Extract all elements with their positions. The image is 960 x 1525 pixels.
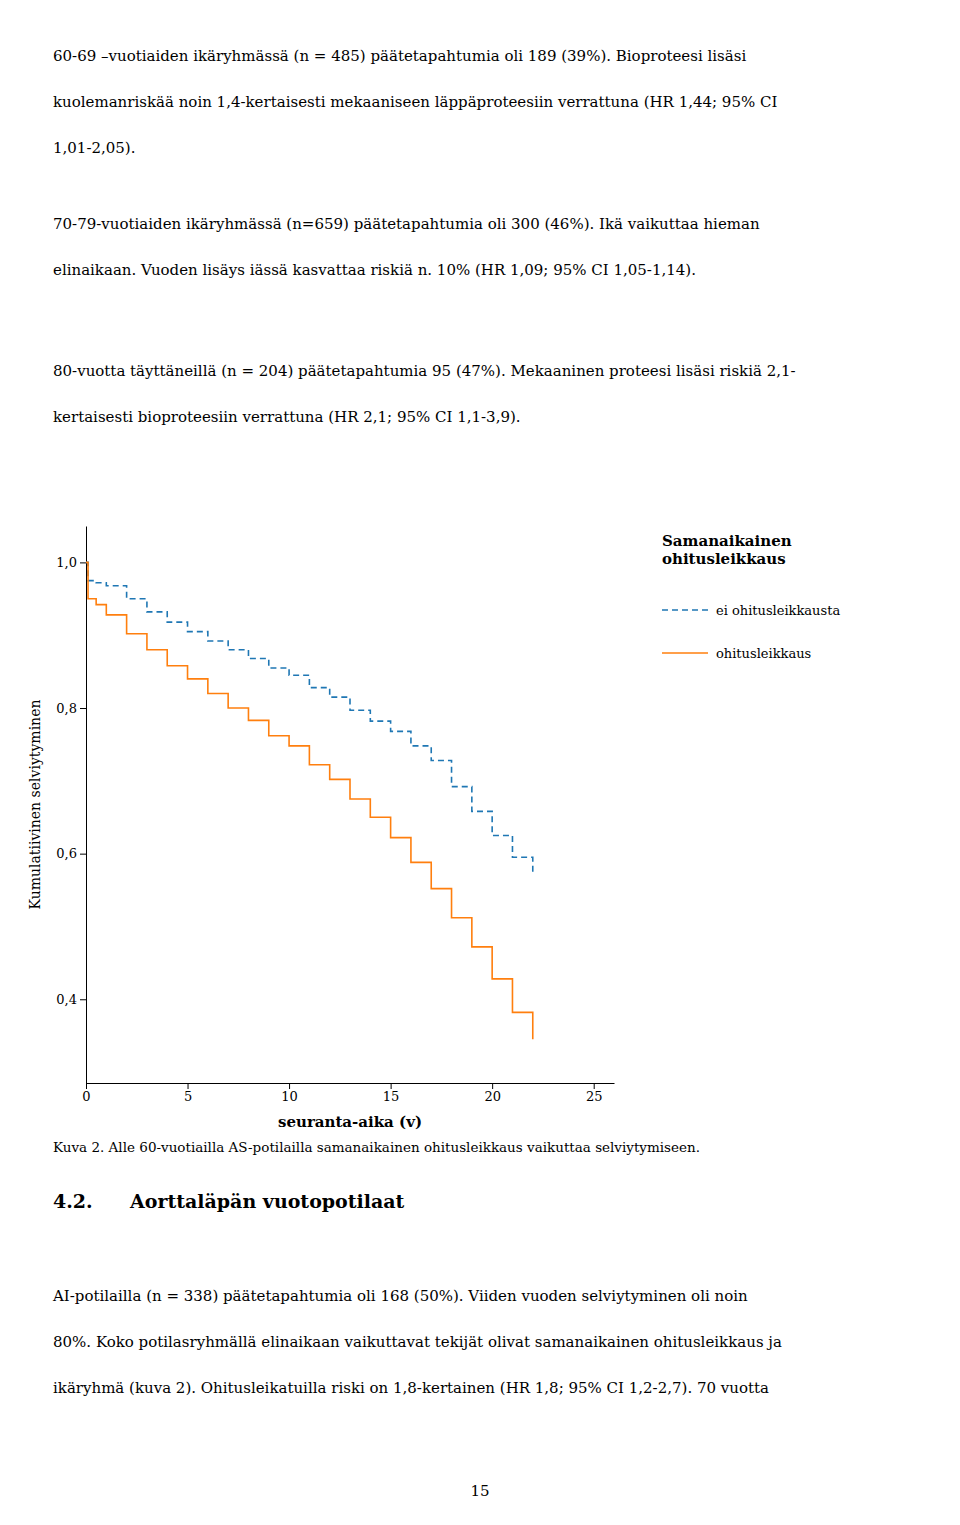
- y-tick-label: 0,6: [56, 846, 77, 861]
- lines: [86, 562, 533, 1039]
- legend-swatch: [662, 652, 708, 654]
- y-tick-label: 0,8: [56, 701, 77, 716]
- y-tick-mark: [80, 999, 86, 1000]
- paragraph-line: 80%. Koko potilasryhmällä elinaikaan vai…: [53, 1333, 782, 1351]
- paragraph-line: 70-79-vuotiaiden ikäryhmässä (n=659) pää…: [53, 215, 760, 233]
- x-tick-label: 10: [281, 1089, 298, 1104]
- y-tick: 0,8: [56, 701, 86, 716]
- y-tick: 0,6: [56, 846, 86, 861]
- series-line: [86, 562, 533, 1039]
- x-tick-mark: [492, 1083, 493, 1089]
- y-tick: 0,4: [56, 992, 86, 1007]
- x-tick-label: 15: [383, 1089, 400, 1104]
- y-tick-mark: [80, 708, 86, 709]
- paragraph-line: 80-vuotta täyttäneillä (n = 204) pääteta…: [53, 362, 796, 380]
- x-tick-mark: [391, 1083, 392, 1089]
- x-tick-label: 5: [184, 1089, 192, 1104]
- legend-title: Samanaikainenohitusleikkaus: [662, 532, 792, 568]
- y-tick-label: 1,0: [56, 555, 77, 570]
- paragraph-line: kuolemanriskää noin 1,4-kertaisesti meka…: [53, 93, 777, 111]
- x-tick-mark: [594, 1083, 595, 1089]
- legend-swatch: [662, 609, 708, 611]
- x-tick-label: 25: [586, 1089, 603, 1104]
- y-tick: 1,0: [56, 555, 86, 570]
- section-title: Aorttaläpän vuotopotilaat: [129, 1190, 405, 1212]
- y-tick-label: 0,4: [56, 992, 77, 1007]
- paragraph-line: 60-69 –vuotiaiden ikäryhmässä (n = 485) …: [53, 47, 746, 65]
- paragraph-line: 1,01-2,05).: [53, 139, 136, 157]
- x-tick: 20: [484, 1083, 501, 1104]
- chart: 0 5 10 15 20 25 0,4 0,6 0,8 1,0 seuranta-aika (v) K…: [27, 527, 615, 1132]
- x-tick-label: 0: [82, 1089, 90, 1104]
- paragraph-line: ikäryhmä (kuva 2). Ohitusleikatuilla ris…: [53, 1379, 769, 1397]
- x-tick-mark: [86, 1083, 87, 1089]
- x-axis: 0 5 10 15 20 25: [82, 1083, 614, 1104]
- page: 60-69 –vuotiaiden ikäryhmässä (n = 485) …: [0, 0, 960, 1525]
- paragraph-line: elinaikaan. Vuoden lisäys iässä kasvatta…: [53, 261, 696, 279]
- y-axis-title: Kumulatiivinen selviytyminen: [27, 700, 43, 910]
- x-tick: 10: [281, 1083, 298, 1104]
- paragraph-line: kertaisesti bioproteesiin verrattuna (HR…: [53, 408, 521, 426]
- x-tick: 15: [383, 1083, 400, 1104]
- x-tick: 25: [586, 1083, 603, 1104]
- series-line: [86, 562, 533, 875]
- x-axis-line: [87, 1083, 615, 1084]
- y-axis-line: [86, 527, 87, 1084]
- x-tick: 0: [82, 1083, 90, 1104]
- y-axis: 0,4 0,6 0,8 1,0: [56, 527, 86, 1084]
- x-tick-label: 20: [484, 1089, 501, 1104]
- caption: Kuva 2. Alle 60-vuotiailla AS-potilailla…: [53, 1139, 700, 1155]
- page-number: 15: [470, 1482, 489, 1500]
- x-axis-title: seuranta-aika (v): [278, 1113, 422, 1131]
- x-tick-mark: [188, 1083, 189, 1089]
- x-tick-mark: [289, 1083, 290, 1089]
- legend-label: ei ohitusleikkausta: [716, 603, 840, 618]
- y-tick-mark: [80, 562, 86, 563]
- x-tick: 5: [184, 1083, 192, 1104]
- legend: Samanaikainenohitusleikkaus ei ohitusleik…: [662, 532, 840, 660]
- paragraph-line: AI-potilailla (n = 338) päätetapahtumia …: [52, 1287, 748, 1305]
- y-tick-mark: [80, 854, 86, 855]
- legend-label: ohitusleikkaus: [716, 646, 811, 661]
- section-number: 4.2.: [53, 1190, 93, 1212]
